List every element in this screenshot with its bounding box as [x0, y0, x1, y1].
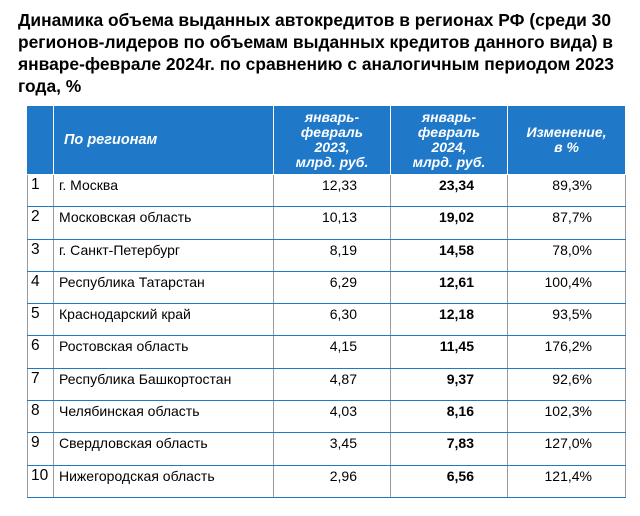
table-row: 5 Краснодарский край 6,30 12,18 93,5% — [27, 303, 626, 337]
row-change: 92,6% — [507, 367, 626, 402]
row-change: 102,3% — [507, 400, 626, 434]
row-value-2023: 4,87 — [273, 367, 391, 402]
header-jan-feb-2023: январь- февраль 2023, млрд. руб. — [273, 105, 391, 175]
row-value-2024: 9,37 — [390, 367, 508, 402]
row-value-2023: 2,96 — [273, 464, 391, 498]
row-region: Челябинская область — [53, 400, 274, 434]
table-row: 3 г. Санкт-Петербург 8,19 14,58 78,0% — [27, 238, 626, 272]
row-region: Нижегородская область — [53, 464, 274, 498]
header-line: Изменение, — [526, 124, 607, 140]
row-value-2024: 8,16 — [390, 400, 508, 434]
row-change: 78,0% — [507, 238, 626, 272]
row-value-2023: 3,45 — [273, 432, 391, 466]
row-value-2023: 6,29 — [273, 270, 391, 305]
page-title: Динамика объема выданных автокредитов в … — [18, 10, 614, 96]
header-line: февраль — [300, 124, 364, 140]
row-value-2024: 14,58 — [390, 238, 508, 272]
row-change: 87,7% — [507, 206, 626, 240]
row-region: Республика Татарстан — [53, 270, 274, 305]
row-region: Ростовская область — [53, 335, 274, 369]
row-change: 176,2% — [507, 335, 626, 369]
row-value-2023: 12,33 — [273, 173, 391, 208]
table-row: 2 Московская область 10,13 19,02 87,7% — [27, 206, 626, 240]
table-header-row: По регионам январь- февраль 2023, млрд. … — [27, 105, 626, 175]
row-change: 100,4% — [507, 270, 626, 305]
row-region: г. Санкт-Петербург — [53, 238, 274, 272]
header-line: 2024, — [431, 139, 467, 155]
auto-loans-table: По регионам январь- февраль 2023, млрд. … — [27, 105, 626, 498]
row-number: 1 — [27, 173, 54, 208]
header-line: январь- — [304, 109, 360, 125]
table-row: 10 Нижегородская область 2,96 6,56 121,4… — [27, 464, 626, 498]
table-row: 9 Свердловская область 3,45 7,83 127,0% — [27, 432, 626, 466]
row-region: г. Москва — [53, 173, 274, 208]
table-row: 1 г. Москва 12,33 23,34 89,3% — [27, 173, 626, 208]
row-region: Краснодарский край — [53, 303, 274, 337]
row-value-2024: 23,34 — [390, 173, 508, 208]
row-value-2023: 6,30 — [273, 303, 391, 337]
table-row: 7 Республика Башкортостан 4,87 9,37 92,6… — [27, 367, 626, 402]
header-line: 2023, — [314, 139, 350, 155]
row-number: 6 — [27, 335, 54, 369]
row-value-2023: 4,03 — [273, 400, 391, 434]
row-value-2024: 11,45 — [390, 335, 508, 369]
header-line: млрд. руб. — [412, 154, 486, 170]
table-row: 4 Республика Татарстан 6,29 12,61 100,4% — [27, 270, 626, 305]
header-region: По регионам — [53, 105, 274, 175]
row-value-2023: 4,15 — [273, 335, 391, 369]
row-region: Республика Башкортостан — [53, 367, 274, 402]
row-value-2024: 12,18 — [390, 303, 508, 337]
header-line: в % — [554, 139, 579, 155]
row-change: 89,3% — [507, 173, 626, 208]
row-value-2024: 6,56 — [390, 464, 508, 498]
row-change: 121,4% — [507, 464, 626, 498]
row-region: Московская область — [53, 206, 274, 240]
row-value-2024: 12,61 — [390, 270, 508, 305]
row-region: Свердловская область — [53, 432, 274, 466]
row-change: 93,5% — [507, 303, 626, 337]
header-line: февраль — [417, 124, 481, 140]
row-change: 127,0% — [507, 432, 626, 466]
row-value-2023: 10,13 — [273, 206, 391, 240]
row-value-2024: 19,02 — [390, 206, 508, 240]
row-number: 2 — [27, 206, 54, 240]
row-value-2024: 7,83 — [390, 432, 508, 466]
header-number — [27, 105, 54, 175]
row-number: 7 — [27, 367, 54, 402]
table-row: 6 Ростовская область 4,15 11,45 176,2% — [27, 335, 626, 369]
row-number: 10 — [27, 464, 54, 498]
row-number: 5 — [27, 303, 54, 337]
header-line: млрд. руб. — [295, 154, 369, 170]
header-line: январь- — [421, 109, 477, 125]
header-change: Изменение, в % — [507, 105, 626, 175]
table-row: 8 Челябинская область 4,03 8,16 102,3% — [27, 400, 626, 434]
row-number: 4 — [27, 270, 54, 305]
row-value-2023: 8,19 — [273, 238, 391, 272]
row-number: 8 — [27, 400, 54, 434]
row-number: 9 — [27, 432, 54, 466]
header-jan-feb-2024: январь- февраль 2024, млрд. руб. — [390, 105, 508, 175]
row-number: 3 — [27, 238, 54, 272]
